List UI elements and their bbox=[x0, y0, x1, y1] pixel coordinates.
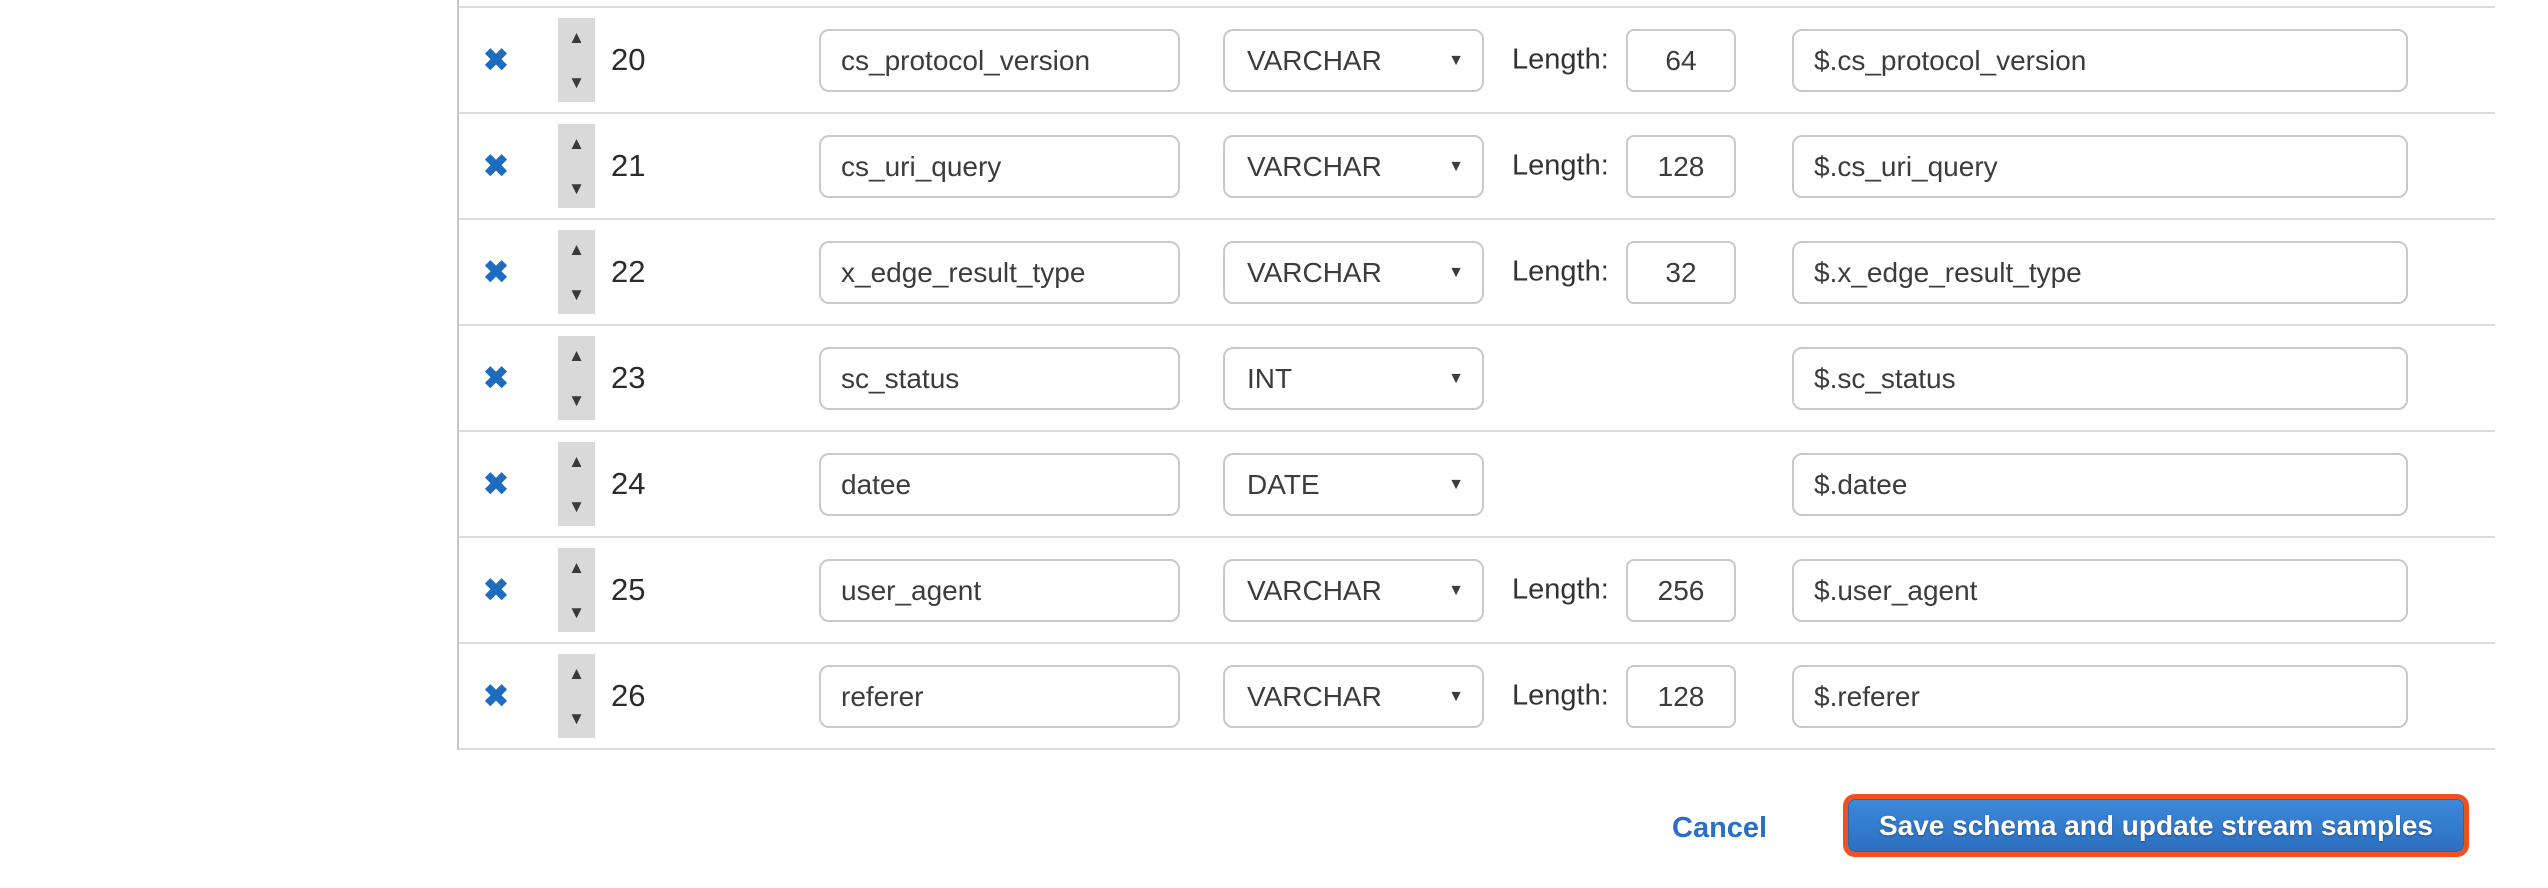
length-input[interactable] bbox=[1626, 135, 1736, 198]
reorder-stepper[interactable]: ▲ ▼ bbox=[558, 442, 595, 526]
chevron-down-icon: ▼ bbox=[1448, 157, 1464, 175]
column-type-value: DATE bbox=[1247, 468, 1320, 500]
column-type-value: VARCHAR bbox=[1247, 574, 1382, 606]
length-label: Length: bbox=[1512, 573, 1609, 606]
column-type-select[interactable]: VARCHAR ▼ bbox=[1223, 135, 1484, 198]
save-button[interactable]: Save schema and update stream samples bbox=[1848, 799, 2464, 852]
json-path-input[interactable] bbox=[1792, 559, 2408, 622]
delete-column-icon[interactable]: ✖ bbox=[483, 360, 509, 396]
delete-column-icon[interactable]: ✖ bbox=[483, 466, 509, 502]
schema-column-row: ✖ ▲ ▼ 22 VARCHAR ▼ Length: bbox=[459, 218, 2495, 324]
move-down-icon[interactable]: ▼ bbox=[568, 73, 585, 92]
length-label: Length: bbox=[1512, 43, 1609, 76]
reorder-stepper[interactable]: ▲ ▼ bbox=[558, 18, 595, 102]
move-down-icon[interactable]: ▼ bbox=[568, 497, 585, 516]
delete-column-icon[interactable]: ✖ bbox=[483, 254, 509, 290]
length-input[interactable] bbox=[1626, 241, 1736, 304]
schema-column-row: ✖ ▲ ▼ 21 VARCHAR ▼ Length: bbox=[459, 112, 2495, 218]
column-name-input[interactable] bbox=[819, 665, 1180, 728]
table-bottom-divider bbox=[459, 748, 2495, 750]
json-path-input[interactable] bbox=[1792, 347, 2408, 410]
move-down-icon[interactable]: ▼ bbox=[568, 285, 585, 304]
column-position-number: 22 bbox=[611, 254, 646, 289]
column-name-input[interactable] bbox=[819, 135, 1180, 198]
delete-column-icon[interactable]: ✖ bbox=[483, 678, 509, 714]
schema-column-row: ✖ ▲ ▼ 24 DATE ▼ bbox=[459, 430, 2495, 536]
column-type-value: INT bbox=[1247, 362, 1293, 394]
chevron-down-icon: ▼ bbox=[1448, 687, 1464, 705]
chevron-down-icon: ▼ bbox=[1448, 263, 1464, 281]
column-position-number: 25 bbox=[611, 572, 646, 607]
column-position-number: 24 bbox=[611, 466, 646, 501]
cancel-link[interactable]: Cancel bbox=[1672, 812, 1768, 844]
column-type-value: VARCHAR bbox=[1247, 150, 1382, 182]
chevron-down-icon: ▼ bbox=[1448, 369, 1464, 387]
reorder-stepper[interactable]: ▲ ▼ bbox=[558, 336, 595, 420]
json-path-input[interactable] bbox=[1792, 135, 2408, 198]
json-path-input[interactable] bbox=[1792, 665, 2408, 728]
reorder-stepper[interactable]: ▲ ▼ bbox=[558, 124, 595, 208]
column-position-number: 23 bbox=[611, 360, 646, 395]
column-name-input[interactable] bbox=[819, 559, 1180, 622]
column-name-input[interactable] bbox=[819, 347, 1180, 410]
schema-columns-table: ✖ ▲ ▼ 20 VARCHAR ▼ Length: ✖ ▲ ▼ 21 VARC… bbox=[457, 0, 2495, 750]
schema-column-row: ✖ ▲ ▼ 25 VARCHAR ▼ Length: bbox=[459, 536, 2495, 642]
length-input[interactable] bbox=[1626, 665, 1736, 728]
move-up-icon[interactable]: ▲ bbox=[568, 664, 585, 683]
reorder-stepper[interactable]: ▲ ▼ bbox=[558, 548, 595, 632]
column-position-number: 26 bbox=[611, 678, 646, 713]
delete-column-icon[interactable]: ✖ bbox=[483, 148, 509, 184]
column-type-select[interactable]: DATE ▼ bbox=[1223, 453, 1484, 516]
json-path-input[interactable] bbox=[1792, 453, 2408, 516]
move-up-icon[interactable]: ▲ bbox=[568, 346, 585, 365]
move-down-icon[interactable]: ▼ bbox=[568, 603, 585, 622]
column-type-value: VARCHAR bbox=[1247, 44, 1382, 76]
delete-column-icon[interactable]: ✖ bbox=[483, 42, 509, 78]
column-position-number: 20 bbox=[611, 42, 646, 77]
schema-column-row: ✖ ▲ ▼ 23 INT ▼ bbox=[459, 324, 2495, 430]
move-up-icon[interactable]: ▲ bbox=[568, 452, 585, 471]
column-type-value: VARCHAR bbox=[1247, 680, 1382, 712]
column-type-select[interactable]: VARCHAR ▼ bbox=[1223, 241, 1484, 304]
move-down-icon[interactable]: ▼ bbox=[568, 709, 585, 728]
move-up-icon[interactable]: ▲ bbox=[568, 558, 585, 577]
length-label: Length: bbox=[1512, 255, 1609, 288]
move-up-icon[interactable]: ▲ bbox=[568, 240, 585, 259]
column-type-select[interactable]: VARCHAR ▼ bbox=[1223, 665, 1484, 728]
chevron-down-icon: ▼ bbox=[1448, 581, 1464, 599]
move-down-icon[interactable]: ▼ bbox=[568, 179, 585, 198]
column-type-select[interactable]: VARCHAR ▼ bbox=[1223, 29, 1484, 92]
reorder-stepper[interactable]: ▲ ▼ bbox=[558, 654, 595, 738]
column-type-select[interactable]: VARCHAR ▼ bbox=[1223, 559, 1484, 622]
schema-column-row: ✖ ▲ ▼ 26 VARCHAR ▼ Length: bbox=[459, 642, 2495, 748]
column-type-select[interactable]: INT ▼ bbox=[1223, 347, 1484, 410]
length-label: Length: bbox=[1512, 149, 1609, 182]
move-up-icon[interactable]: ▲ bbox=[568, 134, 585, 153]
chevron-down-icon: ▼ bbox=[1448, 475, 1464, 493]
column-name-input[interactable] bbox=[819, 241, 1180, 304]
column-name-input[interactable] bbox=[819, 29, 1180, 92]
json-path-input[interactable] bbox=[1792, 241, 2408, 304]
length-input[interactable] bbox=[1626, 29, 1736, 92]
move-up-icon[interactable]: ▲ bbox=[568, 28, 585, 47]
chevron-down-icon: ▼ bbox=[1448, 51, 1464, 69]
length-input[interactable] bbox=[1626, 559, 1736, 622]
column-position-number: 21 bbox=[611, 148, 646, 183]
length-label: Length: bbox=[1512, 679, 1609, 712]
move-down-icon[interactable]: ▼ bbox=[568, 391, 585, 410]
delete-column-icon[interactable]: ✖ bbox=[483, 572, 509, 608]
schema-column-row: ✖ ▲ ▼ 20 VARCHAR ▼ Length: bbox=[459, 6, 2495, 112]
json-path-input[interactable] bbox=[1792, 29, 2408, 92]
reorder-stepper[interactable]: ▲ ▼ bbox=[558, 230, 595, 314]
column-type-value: VARCHAR bbox=[1247, 256, 1382, 288]
column-name-input[interactable] bbox=[819, 453, 1180, 516]
